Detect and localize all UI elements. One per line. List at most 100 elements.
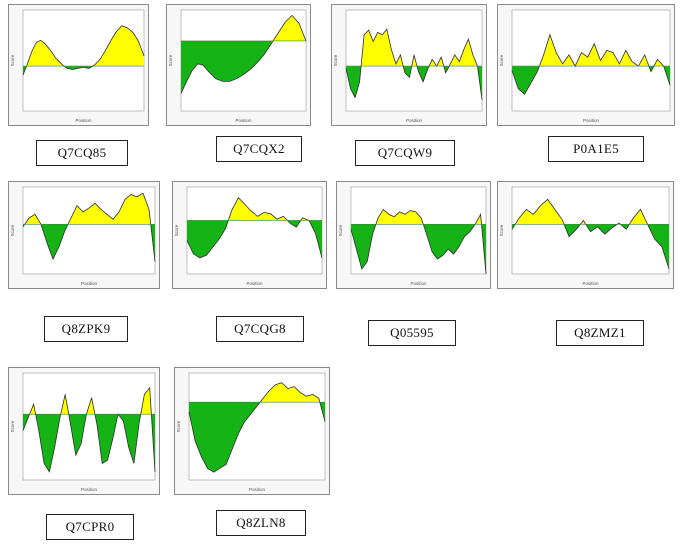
data-point [193, 253, 194, 254]
data-point [136, 196, 137, 197]
data-point [46, 242, 47, 243]
chart-svg: Position Score [333, 9, 483, 123]
data-point [611, 227, 612, 228]
plot-q7cqw9: Position Score [331, 4, 487, 126]
data-point [229, 81, 230, 82]
chart-svg: Position Score [174, 186, 323, 286]
chart-svg: Position Score [338, 186, 487, 286]
data-point [292, 15, 293, 16]
chart-svg: Position Score [499, 9, 671, 123]
data-point [453, 254, 454, 255]
data-point [324, 421, 325, 422]
data-point [294, 386, 295, 387]
data-point [345, 68, 346, 69]
plot-q7cqg8: Position Score [172, 181, 327, 289]
x-axis-label: Position [81, 487, 98, 492]
data-point [377, 218, 378, 219]
data-point [404, 214, 405, 215]
area-above-threshold [260, 382, 320, 403]
data-point [59, 417, 60, 418]
data-point [289, 223, 290, 224]
data-point [100, 209, 101, 210]
data-point [186, 240, 187, 241]
data-point [82, 211, 83, 212]
data-point [661, 246, 662, 247]
data-point [72, 69, 73, 70]
data-point [472, 54, 473, 55]
data-point [192, 70, 193, 71]
data-point [530, 82, 531, 83]
data-point [186, 81, 187, 82]
data-point [597, 226, 598, 227]
data-point [219, 239, 220, 240]
data-point [44, 43, 45, 44]
data-point [426, 234, 427, 235]
chart-svg: Position Score [10, 372, 156, 492]
data-point [464, 236, 465, 237]
data-point [537, 71, 538, 72]
data-point [49, 471, 50, 472]
x-axis-label: Position [410, 281, 427, 286]
data-point [654, 239, 655, 240]
data-point [132, 32, 133, 33]
area-above-threshold [24, 193, 151, 225]
data-point [410, 210, 411, 211]
data-point [399, 211, 400, 212]
data-point [76, 205, 77, 206]
data-point [300, 392, 301, 393]
y-axis-label: Score [338, 224, 343, 236]
data-point [94, 203, 95, 204]
x-axis-label: Position [582, 281, 599, 286]
data-point [468, 39, 469, 40]
score-line [22, 386, 156, 473]
data-point [415, 211, 416, 212]
y-axis-label: Score [499, 54, 504, 66]
data-point [594, 43, 595, 44]
data-point [367, 261, 368, 262]
data-point [533, 214, 534, 215]
data-point [118, 211, 119, 212]
data-point [271, 43, 272, 44]
data-point [315, 233, 316, 234]
data-point [278, 32, 279, 33]
x-axis-label: Position [75, 118, 92, 123]
data-point [480, 214, 481, 215]
data-point [543, 54, 544, 55]
data-point [391, 49, 392, 50]
data-point [281, 382, 282, 383]
data-point [36, 42, 37, 43]
data-point [91, 397, 92, 398]
data-point [576, 229, 577, 230]
data-point [518, 88, 519, 89]
data-point [583, 220, 584, 221]
caption-q7cqg8: Q7CQG8 [216, 316, 304, 342]
data-point [75, 455, 76, 456]
data-point [244, 421, 245, 422]
data-point [413, 54, 414, 55]
data-point [368, 30, 369, 31]
data-point [382, 34, 383, 35]
data-point [203, 65, 204, 66]
plot-q7cqx2: Position Score [166, 4, 311, 126]
data-point [54, 447, 55, 448]
data-point [287, 388, 288, 389]
data-point [485, 273, 486, 274]
data-point [213, 472, 214, 473]
data-point [112, 438, 113, 439]
data-point [409, 77, 410, 78]
data-point [88, 208, 89, 209]
data-point [88, 68, 89, 69]
data-point [569, 236, 570, 237]
data-point [302, 217, 303, 218]
area-below-threshold [181, 40, 306, 94]
data-point [31, 51, 32, 52]
data-point [22, 75, 23, 76]
data-point [356, 249, 357, 250]
x-axis-label: Position [406, 118, 423, 123]
data-point [22, 226, 23, 227]
score-line [22, 192, 156, 262]
data-point [66, 68, 67, 69]
data-point [130, 194, 131, 195]
area-above-threshold [29, 387, 152, 415]
data-point [238, 433, 239, 434]
